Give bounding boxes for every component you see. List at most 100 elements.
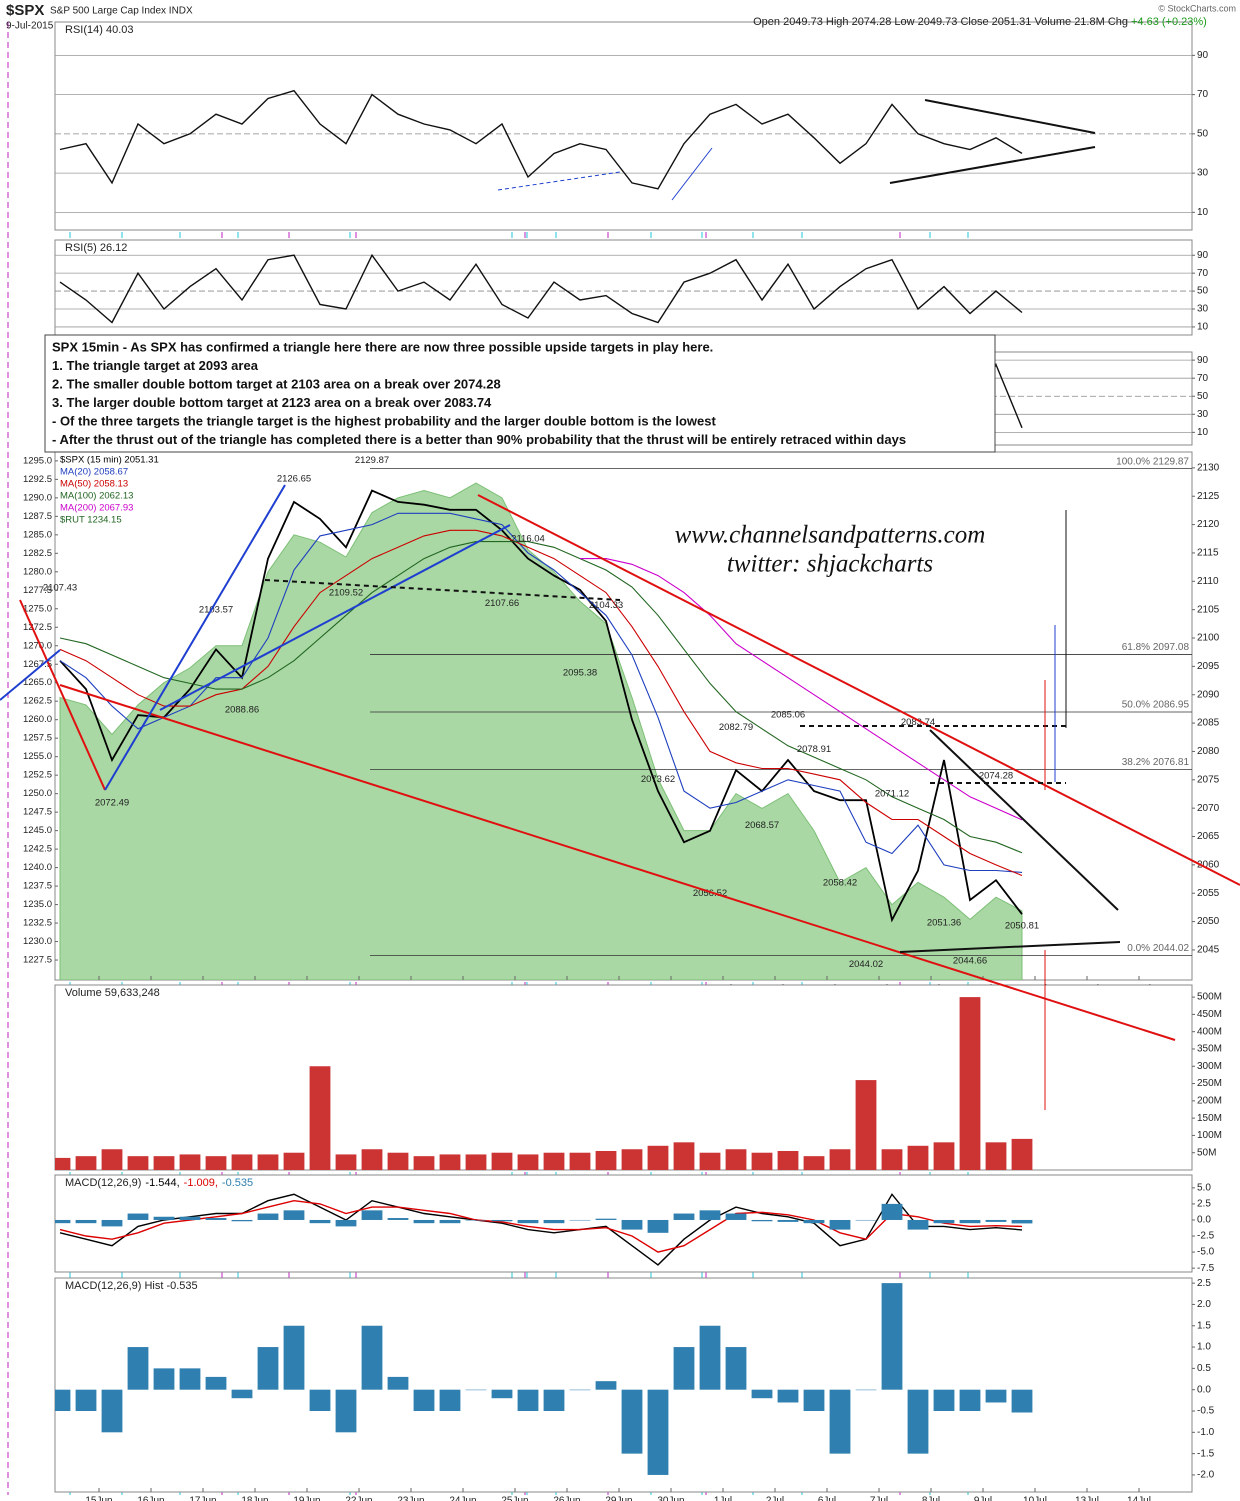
pivot-label: 2058.42 bbox=[823, 877, 857, 888]
pivot-label: 2103.57 bbox=[199, 604, 233, 615]
y-tick-label: 70 bbox=[1197, 268, 1209, 279]
y2-tick-label: 1235.0 bbox=[23, 899, 52, 910]
bar bbox=[257, 1347, 279, 1390]
y2-tick-label: 1295.0 bbox=[23, 455, 52, 466]
y-tick-label: 100M bbox=[1197, 1130, 1222, 1141]
x-tick-label: 22Jun bbox=[345, 1496, 372, 1501]
pivot-label: 2129.87 bbox=[355, 455, 389, 466]
bar bbox=[439, 1389, 461, 1412]
bar bbox=[673, 1142, 695, 1170]
y2-tick-label: 1275.0 bbox=[23, 603, 52, 614]
y-tick-label: 2.0 bbox=[1197, 1299, 1211, 1310]
panel-title: Volume 59,633,248 bbox=[65, 987, 160, 999]
bar bbox=[75, 1156, 97, 1170]
bar bbox=[855, 1080, 877, 1170]
bar bbox=[725, 1213, 747, 1220]
y-tick-label: 2120 bbox=[1197, 519, 1220, 530]
bar bbox=[829, 1219, 851, 1230]
y-tick-label: 2080 bbox=[1197, 746, 1220, 757]
y2-tick-label: 1272.5 bbox=[23, 622, 52, 633]
y-tick-label: 400M bbox=[1197, 1026, 1222, 1037]
plot-area bbox=[55, 1193, 1033, 1266]
y-tick-label: 30 bbox=[1197, 168, 1209, 179]
bar bbox=[387, 1376, 409, 1390]
bar bbox=[361, 1149, 383, 1170]
bar bbox=[127, 1156, 149, 1170]
x-tick-label: 29Jun bbox=[605, 1496, 632, 1501]
price-line bbox=[59, 489, 1023, 923]
triangle-line bbox=[899, 941, 1121, 953]
x-tick-label: 8Jul bbox=[922, 1496, 940, 1501]
x-tick-label: 2Jul bbox=[766, 1496, 784, 1501]
y-tick-label: 2095 bbox=[1197, 661, 1220, 672]
bar bbox=[933, 1389, 955, 1412]
y-tick-label: 2125 bbox=[1197, 491, 1220, 502]
x-tick-label: 18Jun bbox=[241, 1496, 268, 1501]
y2-tick-label: 1285.0 bbox=[23, 529, 52, 540]
bar bbox=[101, 1149, 123, 1170]
header: $SPX S&P 500 Large Cap Index INDX 9-Jul-… bbox=[6, 2, 1236, 578]
y-tick-label: 0.5 bbox=[1197, 1363, 1211, 1374]
quote: Open 2049.73 High 2074.28 Low 2049.73 Cl… bbox=[753, 16, 1128, 28]
bar bbox=[881, 1149, 903, 1170]
x-tick-label: 7Jul bbox=[870, 1496, 888, 1501]
bar bbox=[829, 1389, 851, 1454]
bar bbox=[673, 1213, 695, 1220]
panel-frame bbox=[54, 984, 1193, 1171]
bar bbox=[1011, 1219, 1033, 1224]
x-tick-label: 10Jul bbox=[1023, 1496, 1047, 1501]
bar bbox=[491, 1219, 513, 1222]
bar bbox=[569, 1389, 591, 1391]
y-tick-label: 10 bbox=[1197, 427, 1209, 438]
bar bbox=[725, 1347, 747, 1390]
pivot-label: 2068.57 bbox=[745, 820, 779, 831]
bar bbox=[569, 1152, 591, 1170]
bar bbox=[387, 1218, 409, 1220]
panel-title: RSI(5) 26.12 bbox=[65, 242, 127, 254]
y2-tick-label: 1270.0 bbox=[23, 640, 52, 651]
y-tick-label: 2065 bbox=[1197, 831, 1220, 842]
y2-tick-label: 1257.5 bbox=[23, 733, 52, 744]
y-tick-label: 50 bbox=[1197, 286, 1209, 297]
x-tick-label: 30Jun bbox=[657, 1496, 684, 1501]
note-line: SPX 15min - As SPX has confirmed a trian… bbox=[52, 339, 713, 354]
pivot-label: 2051.36 bbox=[927, 917, 961, 928]
x-tick-label: 23Jun bbox=[397, 1496, 424, 1501]
trendline bbox=[477, 494, 1240, 886]
plot-area bbox=[55, 1283, 1033, 1475]
x-tick-label: 19Jun bbox=[293, 1496, 320, 1501]
y-tick-label: 2.5 bbox=[1197, 1278, 1211, 1289]
panel: 5.0 2.5 0.0 -2.5 -5.0 -7.5 MACD(12,26,9) -1.544… bbox=[54, 1174, 1215, 1274]
bar bbox=[127, 1213, 149, 1220]
y-tick-label: 0.0 bbox=[1197, 1384, 1211, 1395]
bar bbox=[75, 1219, 97, 1224]
triangle-line bbox=[929, 729, 1119, 911]
bar bbox=[153, 1156, 175, 1170]
x-tick-label: 13Jul bbox=[1075, 1496, 1099, 1501]
y2-tick-label: 1280.0 bbox=[23, 566, 52, 577]
date: 9-Jul-2015 bbox=[6, 21, 54, 32]
x-tick-label: 9Jul bbox=[974, 1496, 992, 1501]
legend-entry: -0.535 bbox=[222, 1177, 253, 1189]
y2-tick-label: 1262.5 bbox=[23, 696, 52, 707]
pivot-label: 2044.66 bbox=[953, 955, 987, 966]
bar bbox=[621, 1219, 643, 1230]
legend-entry: -1.009, bbox=[184, 1177, 218, 1189]
y2-tick-label: 1292.5 bbox=[23, 474, 52, 485]
bar bbox=[205, 1376, 227, 1390]
y-tick-label: 90 bbox=[1197, 50, 1209, 61]
trendline bbox=[59, 684, 1176, 1041]
bar bbox=[985, 1142, 1007, 1170]
trendline bbox=[104, 484, 286, 791]
bar bbox=[413, 1219, 435, 1224]
bar bbox=[933, 1219, 955, 1224]
x-tick-label: 15Jun bbox=[85, 1496, 112, 1501]
y-tick-label: 10 bbox=[1197, 207, 1209, 218]
x-tick-label: 1Jul bbox=[714, 1496, 732, 1501]
y2-tick-label: 1230.0 bbox=[23, 936, 52, 947]
pivot-label: 2056.52 bbox=[693, 888, 727, 899]
bar bbox=[231, 1154, 253, 1170]
bar bbox=[647, 1219, 669, 1233]
y-tick-label: -2.0 bbox=[1197, 1470, 1215, 1481]
